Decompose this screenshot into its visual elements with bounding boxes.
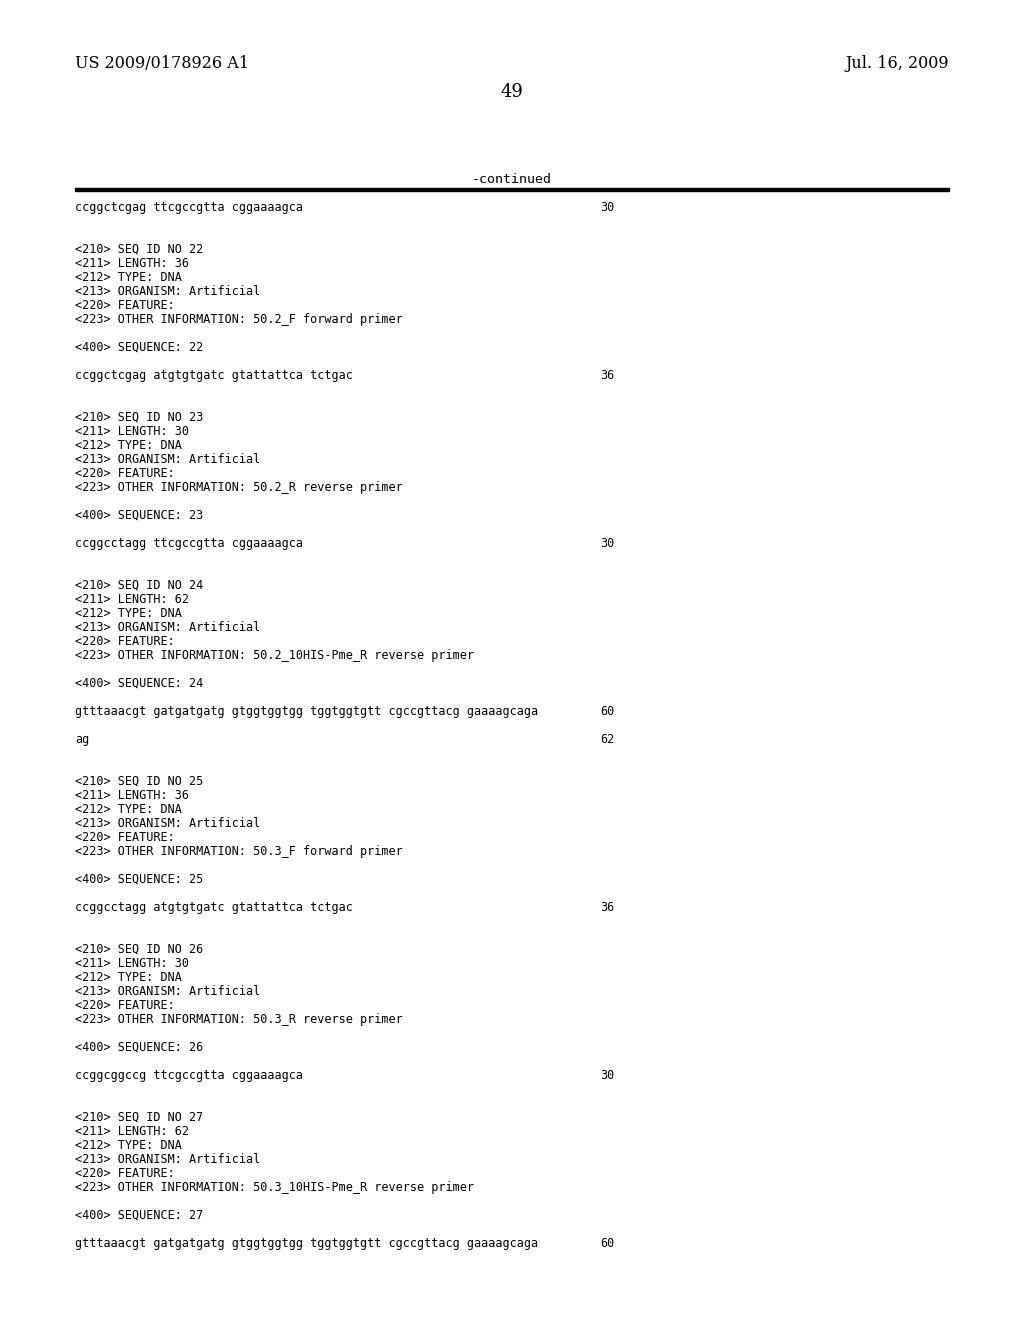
Text: <223> OTHER INFORMATION: 50.2_10HIS-Pme_R reverse primer: <223> OTHER INFORMATION: 50.2_10HIS-Pme_… (75, 649, 474, 663)
Text: <213> ORGANISM: Artificial: <213> ORGANISM: Artificial (75, 453, 260, 466)
Text: <213> ORGANISM: Artificial: <213> ORGANISM: Artificial (75, 817, 260, 830)
Text: <220> FEATURE:: <220> FEATURE: (75, 1167, 175, 1180)
Text: <400> SEQUENCE: 25: <400> SEQUENCE: 25 (75, 873, 203, 886)
Text: <223> OTHER INFORMATION: 50.3_10HIS-Pme_R reverse primer: <223> OTHER INFORMATION: 50.3_10HIS-Pme_… (75, 1181, 474, 1195)
Text: <223> OTHER INFORMATION: 50.2_F forward primer: <223> OTHER INFORMATION: 50.2_F forward … (75, 313, 402, 326)
Text: <213> ORGANISM: Artificial: <213> ORGANISM: Artificial (75, 285, 260, 298)
Text: ccggcctagg ttcgccgtta cggaaaagca: ccggcctagg ttcgccgtta cggaaaagca (75, 537, 303, 550)
Text: <211> LENGTH: 36: <211> LENGTH: 36 (75, 257, 189, 271)
Text: 30: 30 (600, 1069, 614, 1082)
Text: 36: 36 (600, 370, 614, 381)
Text: ccggcggccg ttcgccgtta cggaaaagca: ccggcggccg ttcgccgtta cggaaaagca (75, 1069, 303, 1082)
Text: 36: 36 (600, 902, 614, 913)
Text: <220> FEATURE:: <220> FEATURE: (75, 635, 175, 648)
Text: 60: 60 (600, 705, 614, 718)
Text: <211> LENGTH: 30: <211> LENGTH: 30 (75, 425, 189, 438)
Text: <211> LENGTH: 62: <211> LENGTH: 62 (75, 593, 189, 606)
Text: <400> SEQUENCE: 22: <400> SEQUENCE: 22 (75, 341, 203, 354)
Text: 60: 60 (600, 1237, 614, 1250)
Text: <400> SEQUENCE: 23: <400> SEQUENCE: 23 (75, 510, 203, 521)
Text: 49: 49 (501, 83, 523, 102)
Text: <212> TYPE: DNA: <212> TYPE: DNA (75, 1139, 182, 1152)
Text: <211> LENGTH: 30: <211> LENGTH: 30 (75, 957, 189, 970)
Text: <223> OTHER INFORMATION: 50.3_F forward primer: <223> OTHER INFORMATION: 50.3_F forward … (75, 845, 402, 858)
Text: <223> OTHER INFORMATION: 50.2_R reverse primer: <223> OTHER INFORMATION: 50.2_R reverse … (75, 480, 402, 494)
Text: <400> SEQUENCE: 27: <400> SEQUENCE: 27 (75, 1209, 203, 1222)
Text: ccggcctagg atgtgtgatc gtattattca tctgac: ccggcctagg atgtgtgatc gtattattca tctgac (75, 902, 353, 913)
Text: <220> FEATURE:: <220> FEATURE: (75, 300, 175, 312)
Text: ccggctcgag atgtgtgatc gtattattca tctgac: ccggctcgag atgtgtgatc gtattattca tctgac (75, 370, 353, 381)
Text: <212> TYPE: DNA: <212> TYPE: DNA (75, 607, 182, 620)
Text: <213> ORGANISM: Artificial: <213> ORGANISM: Artificial (75, 620, 260, 634)
Text: <223> OTHER INFORMATION: 50.3_R reverse primer: <223> OTHER INFORMATION: 50.3_R reverse … (75, 1012, 402, 1026)
Text: <211> LENGTH: 62: <211> LENGTH: 62 (75, 1125, 189, 1138)
Text: <213> ORGANISM: Artificial: <213> ORGANISM: Artificial (75, 1152, 260, 1166)
Text: ccggctcgag ttcgccgtta cggaaaagca: ccggctcgag ttcgccgtta cggaaaagca (75, 201, 303, 214)
Text: <210> SEQ ID NO 26: <210> SEQ ID NO 26 (75, 942, 203, 956)
Text: <211> LENGTH: 36: <211> LENGTH: 36 (75, 789, 189, 803)
Text: <220> FEATURE:: <220> FEATURE: (75, 999, 175, 1012)
Text: <210> SEQ ID NO 25: <210> SEQ ID NO 25 (75, 775, 203, 788)
Text: <220> FEATURE:: <220> FEATURE: (75, 832, 175, 843)
Text: <400> SEQUENCE: 24: <400> SEQUENCE: 24 (75, 677, 203, 690)
Text: <212> TYPE: DNA: <212> TYPE: DNA (75, 803, 182, 816)
Text: US 2009/0178926 A1: US 2009/0178926 A1 (75, 55, 249, 73)
Text: gtttaaacgt gatgatgatg gtggtggtgg tggtggtgtt cgccgttacg gaaaagcaga: gtttaaacgt gatgatgatg gtggtggtgg tggtggt… (75, 1237, 539, 1250)
Text: gtttaaacgt gatgatgatg gtggtggtgg tggtggtgtt cgccgttacg gaaaagcaga: gtttaaacgt gatgatgatg gtggtggtgg tggtggt… (75, 705, 539, 718)
Text: <220> FEATURE:: <220> FEATURE: (75, 467, 175, 480)
Text: 30: 30 (600, 537, 614, 550)
Text: <212> TYPE: DNA: <212> TYPE: DNA (75, 440, 182, 451)
Text: <212> TYPE: DNA: <212> TYPE: DNA (75, 271, 182, 284)
Text: ag: ag (75, 733, 89, 746)
Text: <210> SEQ ID NO 22: <210> SEQ ID NO 22 (75, 243, 203, 256)
Text: <212> TYPE: DNA: <212> TYPE: DNA (75, 972, 182, 983)
Text: -continued: -continued (472, 173, 552, 186)
Text: <400> SEQUENCE: 26: <400> SEQUENCE: 26 (75, 1041, 203, 1053)
Text: <210> SEQ ID NO 27: <210> SEQ ID NO 27 (75, 1111, 203, 1125)
Text: <210> SEQ ID NO 23: <210> SEQ ID NO 23 (75, 411, 203, 424)
Text: <210> SEQ ID NO 24: <210> SEQ ID NO 24 (75, 579, 203, 591)
Text: 30: 30 (600, 201, 614, 214)
Text: Jul. 16, 2009: Jul. 16, 2009 (846, 55, 949, 73)
Text: 62: 62 (600, 733, 614, 746)
Text: <213> ORGANISM: Artificial: <213> ORGANISM: Artificial (75, 985, 260, 998)
